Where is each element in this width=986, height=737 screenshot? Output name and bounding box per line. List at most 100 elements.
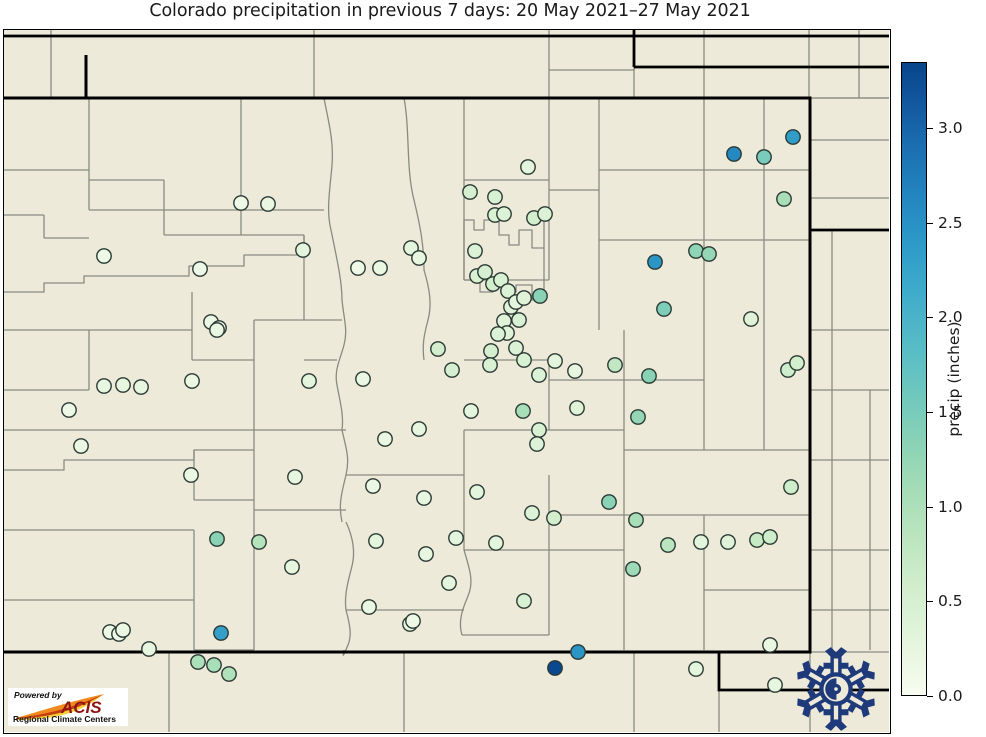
colorbar[interactable]: [901, 62, 933, 697]
station-marker: [190, 654, 206, 670]
station-marker: [500, 283, 516, 299]
station-marker: [511, 312, 527, 328]
colorbar-tick-mark: [927, 317, 933, 319]
station-marker: [411, 421, 427, 437]
station-marker: [416, 490, 432, 506]
station-marker: [767, 677, 783, 693]
station-marker: [233, 195, 249, 211]
station-marker: [516, 290, 532, 306]
station-marker: [441, 575, 457, 591]
station-marker: [496, 206, 512, 222]
station-marker: [115, 377, 131, 393]
station-marker: [221, 666, 237, 682]
colorbar-gradient: [901, 62, 927, 696]
station-marker: [490, 326, 506, 342]
station-marker: [547, 660, 563, 676]
colorbar-tick-mark: [927, 128, 933, 130]
station-marker: [213, 625, 229, 641]
station-marker: [368, 533, 384, 549]
station-marker: [133, 379, 149, 395]
station-marker: [372, 260, 388, 276]
station-marker: [467, 243, 483, 259]
station-marker: [524, 505, 540, 521]
station-marker: [743, 311, 759, 327]
station-marker: [251, 534, 267, 550]
station-marker: [641, 368, 657, 384]
map-canvas[interactable]: [3, 29, 891, 734]
station-marker: [601, 494, 617, 510]
colorbar-tick-mark: [927, 506, 933, 508]
station-marker: [493, 272, 509, 288]
colorado-state-border: [4, 55, 812, 654]
station-marker: [515, 403, 531, 419]
station-marker: [508, 340, 524, 356]
colorbar-tick-label: 2.0: [938, 308, 963, 327]
page-title: Colorado precipitation in previous 7 day…: [149, 1, 751, 21]
colorbar-tick-label: 1.5: [938, 403, 963, 422]
station-marker: [301, 373, 317, 389]
colorbar-tick-mark: [927, 412, 933, 414]
station-marker: [477, 264, 493, 280]
acis-logo: Powered by ACIS Regional Climate Centers: [8, 688, 128, 726]
station-marker: [377, 431, 393, 447]
station-marker: [483, 343, 499, 359]
station-marker: [776, 191, 792, 207]
station-marker: [260, 196, 276, 212]
station-marker: [430, 341, 446, 357]
acis-swoosh-icon: [16, 694, 104, 720]
station-marker: [625, 561, 641, 577]
station-marker: [726, 146, 742, 162]
station-marker: [785, 129, 801, 145]
station-marker: [529, 436, 545, 452]
station-marker: [789, 355, 805, 371]
acis-subtitle-text: Regional Climate Centers: [13, 714, 116, 724]
station-marker: [516, 593, 532, 609]
station-marker: [284, 559, 300, 575]
colorbar-tick-mark: [927, 601, 933, 603]
station-marker: [567, 363, 583, 379]
station-marker: [516, 352, 532, 368]
station-marker: [350, 260, 366, 276]
colorbar-tick-label: 1.0: [938, 497, 963, 516]
station-marker: [628, 512, 644, 528]
station-marker: [607, 357, 623, 373]
station-marker: [720, 534, 736, 550]
station-marker: [520, 159, 536, 175]
station-markers: [61, 129, 805, 693]
colorado-map: [4, 30, 889, 732]
station-marker: [355, 371, 371, 387]
station-marker: [469, 484, 485, 500]
station-marker: [531, 367, 547, 383]
station-marker: [762, 529, 778, 545]
station-marker: [411, 250, 427, 266]
station-marker: [361, 599, 377, 615]
colorbar-tick-label: 3.0: [938, 119, 963, 138]
station-marker: [656, 301, 672, 317]
station-marker: [547, 353, 563, 369]
station-marker: [287, 469, 303, 485]
colorbar-tick-mark: [927, 696, 933, 697]
station-marker: [209, 531, 225, 547]
station-marker: [537, 206, 553, 222]
station-marker: [783, 479, 799, 495]
acis-powered-by-text: Powered by: [14, 690, 62, 700]
station-marker: [630, 409, 646, 425]
station-marker: [463, 403, 479, 419]
colorbar-tick-label: 0.0: [938, 687, 963, 705]
station-marker: [444, 362, 460, 378]
station-marker: [141, 641, 157, 657]
station-marker: [405, 613, 421, 629]
station-marker: [61, 402, 77, 418]
station-marker: [462, 184, 478, 200]
colorbar-tick-label: 0.5: [938, 592, 963, 611]
station-marker: [749, 532, 765, 548]
station-marker: [184, 373, 200, 389]
station-marker: [688, 661, 704, 677]
station-marker: [569, 400, 585, 416]
snowflake-icon: [797, 647, 875, 731]
colorbar-tick-mark: [927, 222, 933, 224]
station-marker: [531, 422, 547, 438]
station-marker: [73, 438, 89, 454]
station-marker: [448, 530, 464, 546]
